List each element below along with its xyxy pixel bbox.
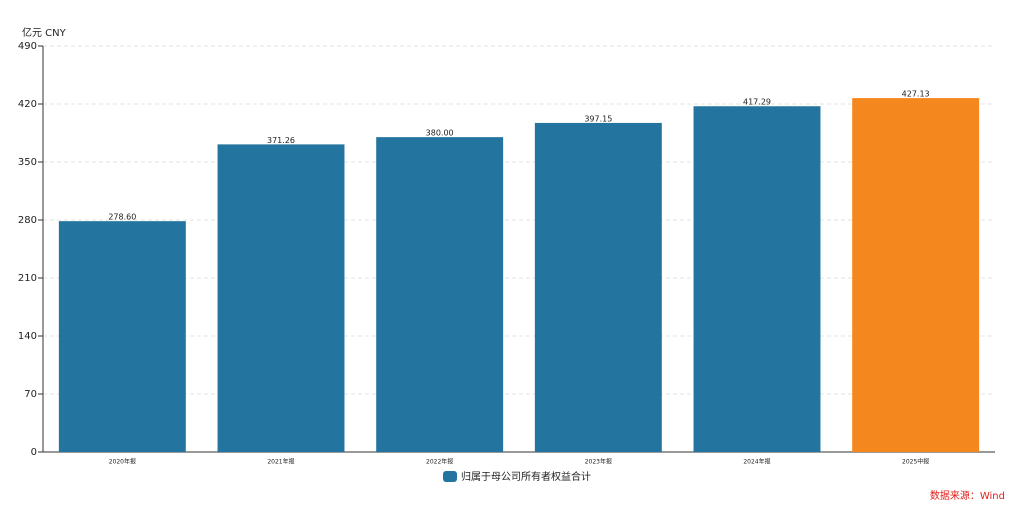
x-tick-label: 2025中报: [902, 458, 929, 466]
bar: [376, 137, 504, 452]
data-label: 427.13: [902, 90, 930, 99]
x-tick-label: 2022年报: [426, 458, 453, 466]
x-tick-label: 2021年报: [267, 458, 294, 466]
bar: [58, 221, 186, 452]
legend-label: 归属于母公司所有者权益合计: [461, 470, 591, 483]
bar: [217, 144, 345, 452]
y-tick-label: 350: [18, 157, 37, 168]
data-label: 417.29: [743, 98, 771, 107]
x-tick-label: 2023年报: [585, 458, 612, 466]
bar: [534, 122, 662, 452]
data-label: 278.60: [108, 213, 136, 222]
legend-swatch: [443, 471, 457, 482]
x-tick-label: 2024年报: [743, 458, 770, 466]
y-tick-label: 140: [18, 331, 37, 342]
y-tick-label: 490: [18, 41, 37, 52]
data-label: 371.26: [267, 136, 295, 145]
bar: [852, 98, 980, 452]
y-tick-label: 420: [18, 99, 37, 110]
y-axis-label: 亿元 CNY: [22, 26, 67, 39]
x-tick-label: 2020年报: [109, 458, 136, 466]
data-label: 380.00: [426, 129, 454, 138]
source-note: 数据来源：Wind: [930, 489, 1005, 502]
y-tick-label: 0: [31, 447, 37, 458]
y-tick-label: 210: [18, 273, 37, 284]
bar: [693, 106, 821, 453]
data-label: 397.15: [584, 114, 612, 123]
y-tick-label: 280: [18, 215, 37, 226]
y-tick-label: 70: [24, 389, 37, 400]
